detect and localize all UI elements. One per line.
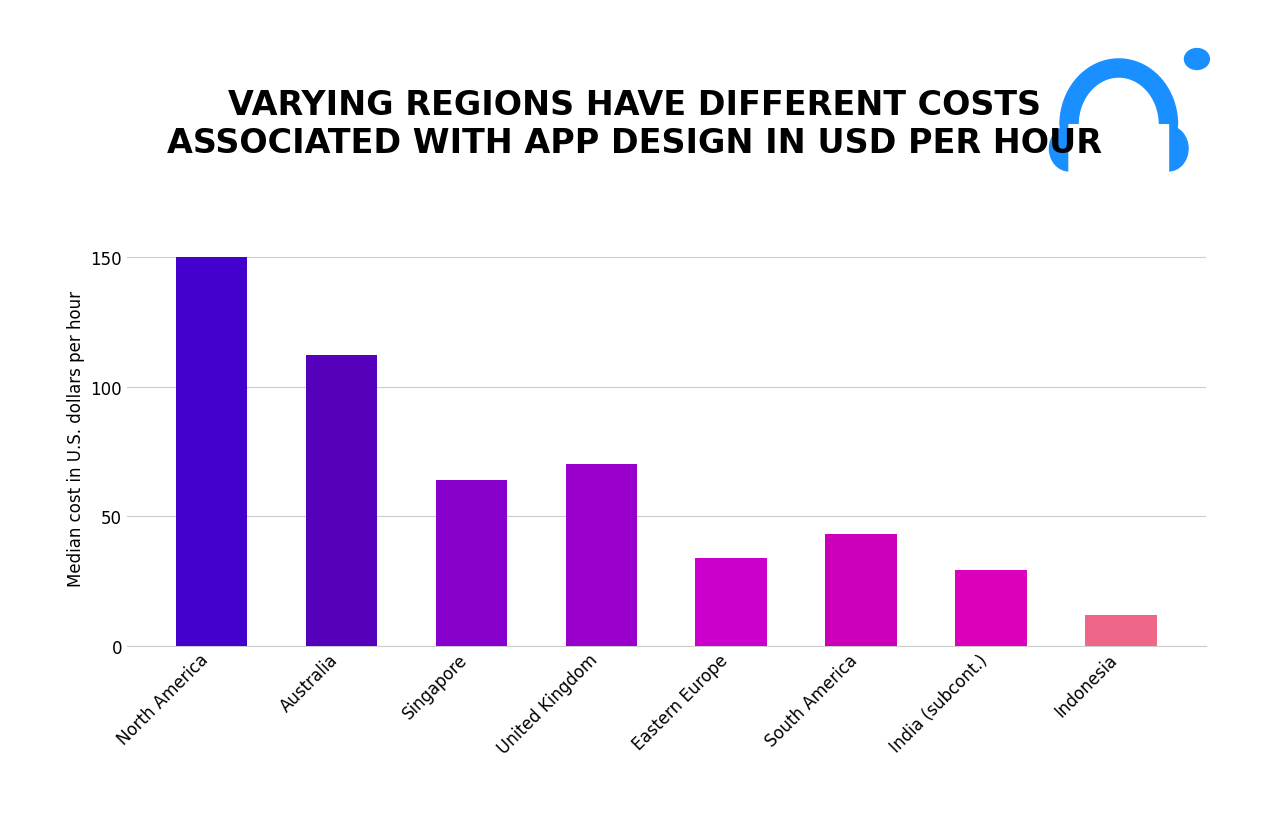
Bar	[825, 535, 897, 646]
Bar	[1085, 614, 1156, 646]
Bar	[306, 356, 377, 646]
Bar	[566, 465, 637, 646]
Bar	[435, 480, 508, 646]
Bar	[176, 258, 247, 646]
Ellipse shape	[1049, 127, 1089, 171]
Bar	[956, 570, 1027, 646]
Bar	[695, 558, 766, 646]
Circle shape	[1184, 50, 1209, 70]
Y-axis label: Median cost in U.S. dollars per hour: Median cost in U.S. dollars per hour	[67, 291, 85, 587]
Ellipse shape	[1148, 127, 1188, 171]
Polygon shape	[1068, 89, 1169, 182]
Polygon shape	[1089, 126, 1148, 182]
Text: VARYING REGIONS HAVE DIFFERENT COSTS
ASSOCIATED WITH APP DESIGN IN USD PER HOUR: VARYING REGIONS HAVE DIFFERENT COSTS ASS…	[168, 89, 1101, 160]
